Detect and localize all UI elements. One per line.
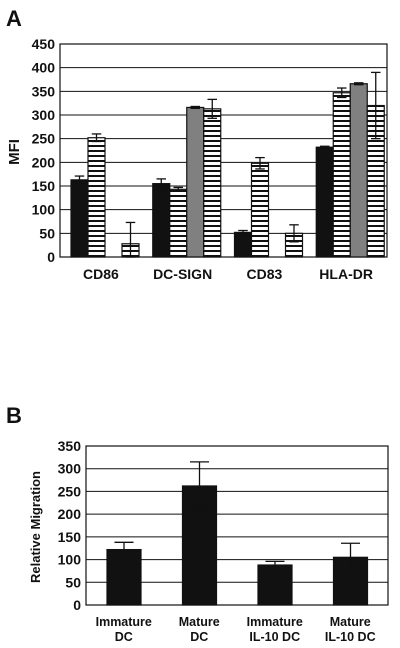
y-tick-label: 300 — [58, 461, 82, 477]
plot-frame — [59, 43, 388, 258]
y-tick-label: 100 — [58, 552, 82, 568]
category-label: Mature — [179, 615, 220, 629]
bar — [203, 108, 222, 258]
panel-a-chart: 0 50 100 150 200 250 300 350 400 450 CD86 DC-SIGN CD… — [32, 36, 388, 282]
category-label: DC — [115, 630, 133, 644]
y-tick-label: 150 — [32, 178, 56, 194]
bar — [70, 179, 89, 258]
panel-a-y-axis-label: MFI — [6, 139, 23, 165]
y-tick-label: 50 — [39, 225, 55, 241]
panel-a: A MFI 0 50 100 150 200 250 300 350 400 450 CD86 DC-… — [6, 6, 388, 282]
category-label: Mature — [330, 615, 371, 629]
y-tick-label: 200 — [32, 154, 56, 170]
category-label: Immature — [247, 615, 303, 629]
y-tick-label: 350 — [58, 438, 82, 454]
bar — [250, 162, 270, 258]
category-label: HLA-DR — [319, 266, 373, 282]
y-tick-label: 250 — [32, 131, 56, 147]
bar — [152, 183, 171, 258]
bar — [106, 548, 142, 606]
bar — [332, 92, 351, 258]
category-label: IL-10 DC — [325, 630, 376, 644]
bar — [315, 146, 334, 258]
bar — [233, 231, 253, 258]
bar — [257, 564, 293, 606]
y-tick-label: 250 — [58, 483, 82, 499]
bar — [349, 83, 368, 258]
y-tick-label: 0 — [73, 597, 81, 613]
bar — [169, 188, 188, 258]
y-tick-label: 300 — [32, 107, 56, 123]
category-label: CD86 — [83, 266, 119, 282]
bar — [186, 106, 205, 258]
panel-b-chart: 050100150200250300350ImmatureDCMatureDCI… — [58, 438, 389, 644]
panel-a-letter: A — [6, 6, 22, 31]
y-tick-label: 150 — [58, 529, 82, 545]
y-tick-label: 400 — [32, 60, 56, 76]
bar — [87, 137, 106, 258]
plot-frame — [85, 445, 389, 606]
category-label: DC — [190, 630, 208, 644]
y-tick-label: 50 — [65, 574, 81, 590]
y-tick-label: 350 — [32, 83, 56, 99]
panel-b-y-axis-label: Relative Migration — [28, 471, 43, 583]
category-label: CD83 — [246, 266, 282, 282]
category-label: IL-10 DC — [249, 630, 300, 644]
category-label: Immature — [96, 615, 152, 629]
y-tick-label: 0 — [47, 249, 55, 265]
y-tick-label: 100 — [32, 202, 56, 218]
category-label: DC-SIGN — [153, 266, 212, 282]
panel-b-letter: B — [6, 403, 22, 428]
y-tick-label: 450 — [32, 36, 56, 52]
panel-b: B Relative Migration 0 50 100 150 200 250 300 3… — [6, 403, 389, 644]
y-tick-label: 200 — [58, 506, 82, 522]
